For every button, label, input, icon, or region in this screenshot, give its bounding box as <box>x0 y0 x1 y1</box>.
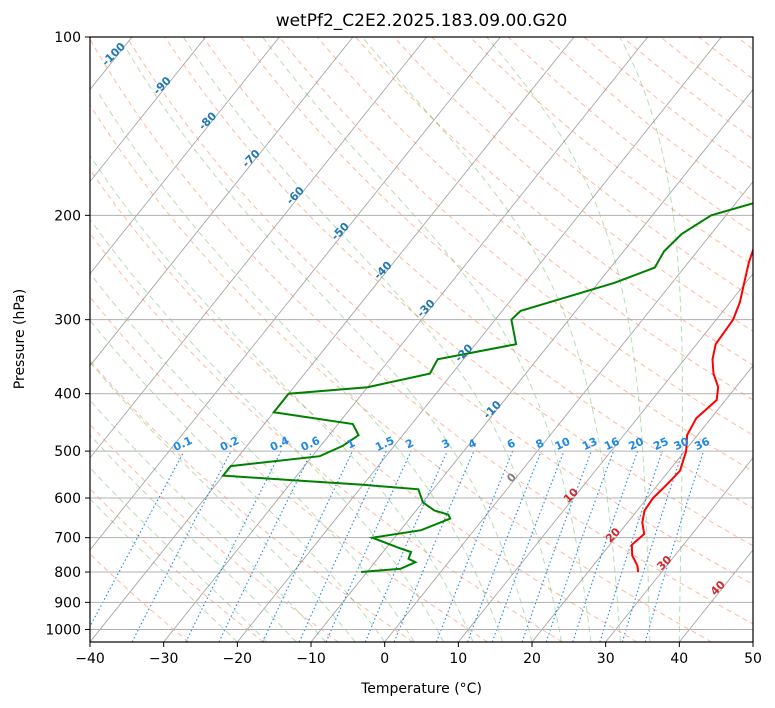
dry-adiabat <box>90 296 488 642</box>
mixing-ratio-line <box>466 450 542 642</box>
dry-adiabat <box>164 37 753 547</box>
dry-adiabat <box>278 37 753 436</box>
y-tick-label: 300 <box>54 313 81 329</box>
chart-title: wetPf2_C2E2.2025.183.09.00.G20 <box>276 11 568 31</box>
mixing-ratio-line <box>621 450 684 642</box>
mixing-ratio-line <box>521 450 592 642</box>
moist-adiabat <box>98 94 503 642</box>
y-tick-label: 200 <box>54 208 81 224</box>
y-tick-label: 600 <box>54 491 81 507</box>
x-tick-label: 30 <box>597 651 615 667</box>
moist-adiabat <box>90 467 268 642</box>
moist-adiabat <box>90 498 238 642</box>
x-tick-label: 40 <box>670 651 688 667</box>
isotherm-line <box>90 37 428 459</box>
y-tick-label: 400 <box>54 387 81 403</box>
x-tick-label: −30 <box>149 651 179 667</box>
isotherm-line <box>384 180 753 642</box>
moist-adiabat <box>90 319 386 642</box>
dry-adiabat <box>202 37 753 509</box>
isotherm-line <box>90 37 501 551</box>
moist-adiabat <box>90 361 356 642</box>
isotherm-line <box>90 37 575 642</box>
moist-adiabat <box>90 154 474 642</box>
pressure-gridlines <box>90 37 753 630</box>
mixing-ratio-line <box>491 450 565 642</box>
x-tick-label: 20 <box>523 651 541 667</box>
y-axis-label: Pressure (hPa) <box>12 289 28 389</box>
moist-adiabat <box>619 37 683 642</box>
y-tick-label: 900 <box>54 595 81 611</box>
mixing-ratio-line <box>572 450 639 642</box>
mixing-ratio-label: 10 <box>553 435 573 453</box>
x-tick-label: −20 <box>223 651 253 667</box>
mixing-ratio-line <box>90 450 185 628</box>
isotherm-line <box>236 37 722 642</box>
mixing-ratio-line <box>325 450 412 642</box>
isotherm-line <box>90 37 354 367</box>
isotherm-line <box>531 365 753 642</box>
moist-adiabat <box>262 37 592 642</box>
dry-adiabat <box>90 232 563 642</box>
y-tick-label: 700 <box>54 531 81 547</box>
dry-adiabat <box>90 423 339 642</box>
mixing-ratio-label: 16 <box>602 435 622 453</box>
axis-ticks: −40 −30 −20 −10 0 10 20 30 40 50 100 200 300 400 500 60… <box>45 30 762 667</box>
mixing-ratio-line <box>599 450 663 642</box>
dry-adiabat <box>317 37 753 401</box>
dry-adiabat <box>393 37 753 332</box>
y-tick-label: 500 <box>54 444 81 460</box>
isotherm-line <box>90 37 280 275</box>
dry-adiabat <box>90 104 712 642</box>
dry-adiabat <box>90 488 264 642</box>
dry-adiabat <box>90 553 190 642</box>
mixing-ratio-line <box>545 450 614 642</box>
moist-adiabat <box>362 37 621 642</box>
x-tick-label: −10 <box>296 651 326 667</box>
x-axis-label: Temperature (°C) <box>360 681 482 697</box>
y-tick-label: 800 <box>54 565 81 581</box>
y-tick-label: 1000 <box>45 622 81 638</box>
isotherm-line <box>163 37 649 642</box>
mixing-ratio-line <box>393 450 475 642</box>
mixing-ratio-label: 25 <box>651 435 670 453</box>
dry-adiabat <box>90 359 414 642</box>
dewpoint-profile <box>221 178 753 573</box>
isotherm-line <box>457 272 753 642</box>
x-tick-label: 50 <box>744 651 762 667</box>
moist-adiabat <box>182 37 562 642</box>
x-tick-label: 10 <box>449 651 467 667</box>
mixing-ratio-line <box>185 450 282 642</box>
isotherm-line <box>605 457 753 642</box>
y-tick-label: 100 <box>54 30 81 46</box>
mixing-ratio-label: 13 <box>580 435 599 453</box>
mixing-ratio-label: 20 <box>627 435 647 453</box>
temperature-profile <box>630 178 753 573</box>
x-tick-label: −40 <box>75 651 105 667</box>
dry-adiabat <box>90 38 753 625</box>
mixing-ratio-label: 30 <box>672 435 692 453</box>
isotherm-line <box>90 37 207 183</box>
mixing-ratio-line <box>435 450 514 642</box>
plot-frame <box>89 36 754 643</box>
x-tick-label: 0 <box>380 651 389 667</box>
mixing-ratio-label: 36 <box>692 435 712 453</box>
mixing-ratio-line <box>364 450 448 642</box>
mixing-ratio-line <box>644 450 705 642</box>
moist-adiabat <box>126 49 533 642</box>
profile-series <box>221 178 753 573</box>
